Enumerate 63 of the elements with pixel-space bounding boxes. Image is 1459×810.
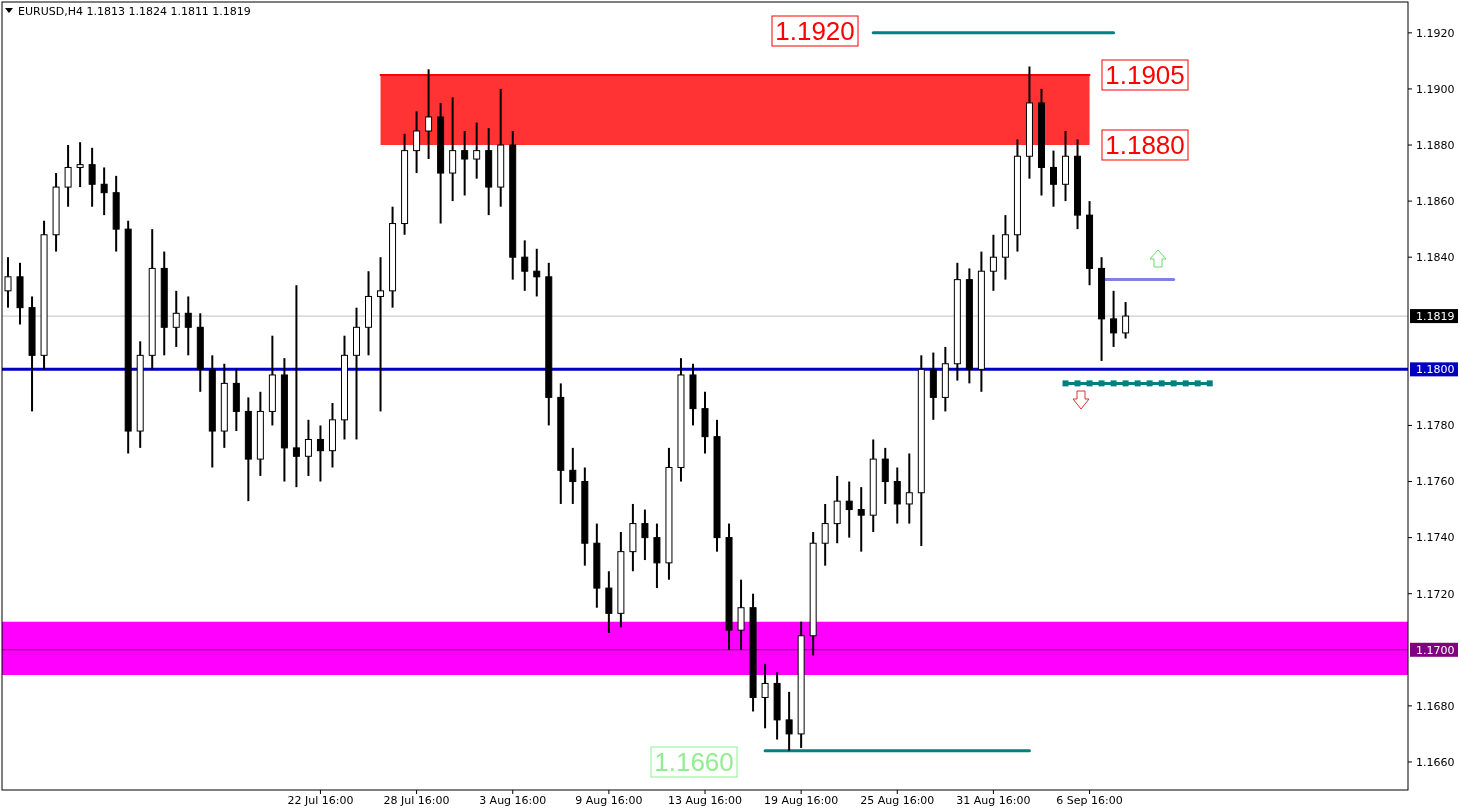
y-tick-label: 1.1680 [1416, 699, 1455, 713]
candlestick [641, 508, 649, 562]
candlestick [533, 247, 541, 298]
candlestick [304, 418, 312, 477]
annotation: 1.1920 [775, 16, 855, 47]
candlestick [989, 233, 997, 292]
candlestick [881, 446, 889, 505]
ref-line-label: 1.1700 [1416, 643, 1455, 657]
candlestick [761, 662, 769, 730]
candlestick [737, 578, 745, 651]
x-tick-label: 13 Aug 16:00 [667, 794, 743, 807]
chart-title: EURUSD,H4 1.1813 1.1824 1.1811 1.1819 [18, 5, 251, 18]
candlestick [833, 474, 841, 545]
candlestick [184, 295, 192, 357]
y-tick-label: 1.1740 [1416, 531, 1455, 545]
candlestick [4, 256, 12, 309]
candlestick [905, 452, 913, 525]
candlestick [377, 256, 385, 413]
candlestick [100, 166, 108, 217]
candlestick [413, 110, 421, 175]
x-tick-label: 19 Aug 16:00 [764, 794, 839, 807]
y-tick-label: 1.1660 [1416, 755, 1455, 769]
y-tick-label: 1.1760 [1416, 475, 1455, 489]
candlestick [821, 502, 829, 567]
candlestick [521, 239, 529, 292]
candlestick [88, 146, 96, 208]
candlestick [845, 480, 853, 539]
ref-line-label: 1.1819 [1416, 309, 1455, 323]
candlestick [425, 68, 433, 161]
candlestick [461, 130, 469, 197]
annotation: 1.1660 [654, 747, 734, 778]
candlestick [172, 289, 180, 348]
candlestick [1110, 289, 1118, 348]
y-tick-label: 1.1780 [1416, 419, 1455, 433]
candlestick [893, 466, 901, 525]
x-tick-label: 25 Aug 16:00 [860, 794, 935, 807]
candlestick [473, 121, 481, 180]
candlestick [316, 424, 324, 483]
x-tick-label: 6 Sep 16:00 [1056, 794, 1123, 807]
candlestick [1001, 214, 1009, 281]
candlestick [569, 446, 577, 505]
x-tick-label: 28 Jul 16:00 [383, 794, 450, 807]
y-tick-label: 1.1920 [1416, 26, 1455, 40]
y-tick-label: 1.1840 [1416, 251, 1455, 265]
annotation: 1.1905 [1105, 60, 1185, 91]
candlestick [857, 486, 865, 553]
x-tick-label: 3 Aug 16:00 [479, 794, 547, 807]
candlestick [292, 284, 300, 489]
candlestick [64, 144, 72, 208]
candlestick [1122, 301, 1130, 340]
y-tick-label: 1.1860 [1416, 194, 1455, 208]
x-tick-label: 9 Aug 16:00 [575, 794, 643, 807]
x-tick-label: 31 Aug 16:00 [956, 794, 1031, 807]
annotation: 1.1880 [1105, 130, 1185, 161]
y-tick-label: 1.1720 [1416, 587, 1455, 601]
candlestick [76, 141, 84, 189]
y-tick-label: 1.1900 [1416, 82, 1455, 96]
y-tick-label: 1.1880 [1416, 138, 1455, 152]
candlestick [1050, 149, 1057, 208]
x-tick-label: 22 Jul 16:00 [287, 794, 354, 807]
candlestick [785, 690, 793, 752]
ref-line-label: 1.1800 [1416, 363, 1455, 377]
candlestick [449, 96, 457, 203]
